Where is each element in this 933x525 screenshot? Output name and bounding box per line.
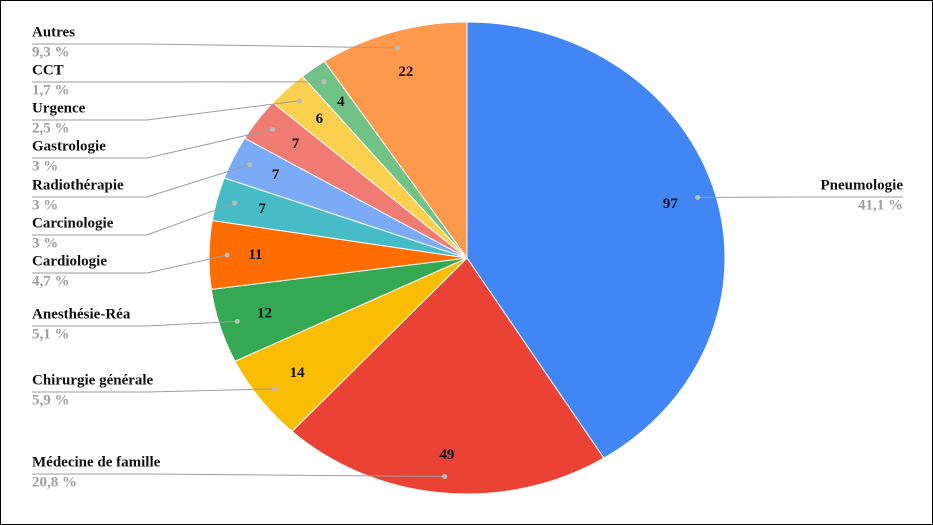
category-label: Urgence	[32, 100, 86, 116]
category-label: Chirurgie générale	[32, 372, 154, 388]
leader-dot	[234, 318, 240, 324]
percent-label: 5,9 %	[32, 392, 70, 408]
value-label: 6	[316, 111, 324, 127]
leader-line	[32, 100, 300, 121]
value-label: 14	[290, 365, 306, 381]
leader-line	[32, 320, 238, 327]
pie-slice	[323, 21, 468, 260]
value-label: 49	[439, 447, 454, 463]
leader-line	[32, 164, 250, 198]
percent-label: 9,3 %	[32, 44, 70, 60]
pie-slice	[466, 21, 726, 459]
leader-dot	[224, 252, 230, 258]
leader-line	[32, 202, 235, 236]
category-label: Anesthésie-Réa	[32, 306, 131, 322]
percent-label: 3 %	[32, 158, 58, 174]
percent-label: 41,1 %	[858, 197, 903, 213]
percent-label: 20,8 %	[32, 474, 77, 490]
percent-label: 2,5 %	[32, 120, 70, 136]
percent-label: 5,1 %	[32, 326, 70, 342]
pie-slice	[291, 257, 605, 495]
value-label: 11	[248, 247, 262, 263]
category-label: Autres	[32, 24, 75, 40]
leader-line	[32, 254, 228, 274]
leader-line	[32, 473, 445, 478]
value-label: 7	[272, 167, 280, 183]
leader-dot	[442, 474, 448, 480]
category-label: Gastrologie	[32, 138, 106, 154]
value-label: 7	[258, 201, 266, 217]
value-label: 7	[292, 136, 300, 152]
category-label: Cardiologie	[32, 253, 107, 269]
leader-dot	[247, 162, 253, 168]
value-label: 97	[663, 196, 679, 212]
value-label: 22	[398, 64, 413, 80]
percent-label: 4,7 %	[32, 273, 70, 289]
leader-dot	[232, 200, 238, 206]
category-label: Médecine de famille	[32, 454, 161, 470]
leader-dot	[297, 98, 303, 104]
leader-dot	[321, 79, 327, 85]
value-label: 12	[257, 305, 272, 321]
leader-line	[32, 128, 273, 159]
value-label: 4	[337, 94, 345, 110]
category-label: Radiothérapie	[32, 177, 124, 193]
leader-dot	[695, 194, 701, 200]
leader-dot	[395, 45, 401, 51]
percent-label: 3 %	[32, 235, 58, 251]
leader-line	[32, 43, 398, 49]
percent-label: 3 %	[32, 197, 58, 213]
leader-dot	[270, 126, 276, 132]
category-label: CCT	[32, 62, 64, 78]
leader-dot	[271, 386, 277, 392]
leader-line	[32, 388, 275, 393]
category-label: Carcinologie	[32, 215, 114, 231]
category-label: Pneumologie	[821, 177, 904, 193]
percent-label: 1,7 %	[32, 82, 70, 98]
